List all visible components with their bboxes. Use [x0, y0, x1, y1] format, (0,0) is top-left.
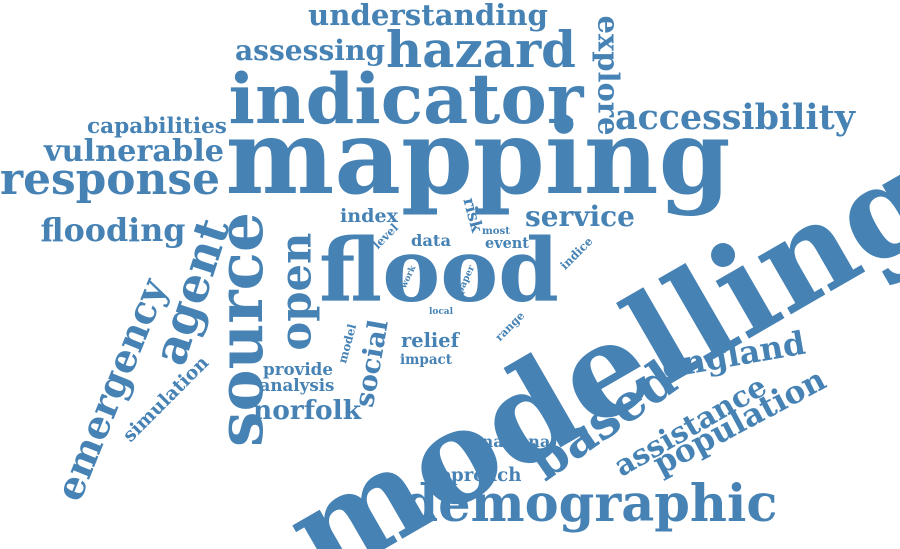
word-flooding: flooding [40, 212, 186, 250]
word-vulnerable: vulnerable [43, 133, 224, 169]
word-flood: flood [319, 218, 559, 322]
word-data: data [411, 230, 451, 250]
word-event: event [485, 234, 529, 252]
word-impact: impact [400, 352, 452, 369]
word-analysis: analysis [259, 374, 335, 395]
word-most: most [482, 224, 510, 237]
word-national: national [481, 431, 557, 451]
word-mapping: mapping [225, 96, 731, 218]
word-emergency: emergency [46, 272, 177, 508]
word-indice: indice [557, 234, 596, 273]
word-relief: relief [401, 329, 459, 353]
word-model: model [335, 322, 360, 365]
word-norfolk: norfolk [253, 394, 361, 426]
word-hazard: hazard [386, 20, 576, 80]
word-index: index [340, 204, 398, 228]
word-response: response [0, 154, 220, 206]
word-local: local [429, 306, 453, 317]
word-explore: explore [591, 15, 626, 135]
word-accessibility: accessibility [615, 96, 855, 138]
word-open: open [270, 233, 322, 351]
word-provide: provide [263, 358, 333, 379]
word-capabilities: capabilities [87, 114, 227, 140]
word-approach: approach [426, 464, 522, 486]
word-demographic: demographic [402, 474, 778, 535]
word-assessing: assessing [234, 33, 385, 67]
word-indicator: indicator [228, 59, 584, 141]
word-service: service [525, 200, 635, 234]
word-understanding: understanding [308, 0, 548, 33]
